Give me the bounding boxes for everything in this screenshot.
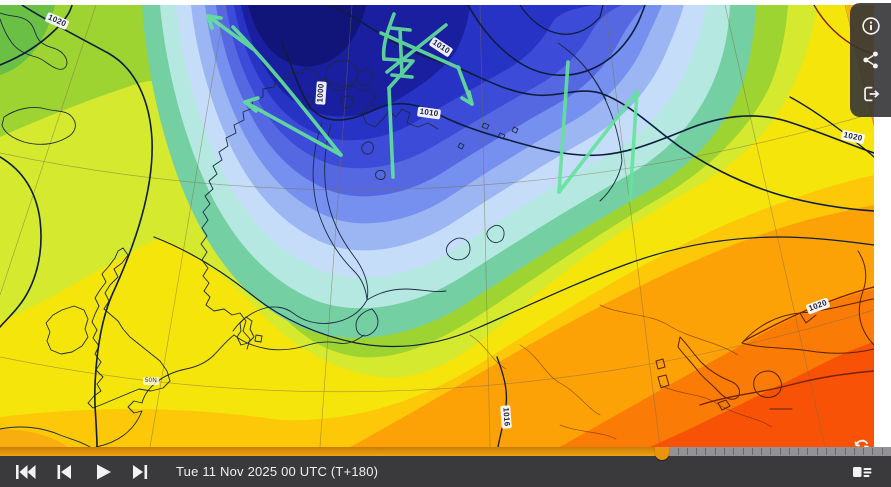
timeline-tick [826, 448, 828, 455]
timeline-tick [835, 448, 837, 455]
info-icon [861, 17, 880, 35]
timeline-tick [742, 448, 744, 455]
timeline-progress-fill [0, 447, 662, 456]
logout-icon [863, 86, 879, 102]
skip-to-start-button[interactable] [10, 459, 40, 485]
step-forward-button[interactable] [124, 459, 154, 485]
map-canvas[interactable]: 1020 1010 1010 1000 1020 1020 1016 50N [0, 5, 874, 447]
timeline-tick [844, 448, 846, 455]
timeline-tick [807, 448, 809, 455]
timeline-tick [696, 448, 698, 455]
step-forward-icon [133, 464, 148, 479]
timeline-slider[interactable] [0, 447, 891, 460]
share-icon [862, 51, 878, 69]
timeline-tick [863, 448, 865, 455]
share-button[interactable] [856, 45, 886, 75]
info-button[interactable] [856, 11, 886, 41]
timeline-tick [872, 448, 874, 455]
legend-button[interactable] [847, 459, 877, 485]
step-back-icon [57, 464, 71, 479]
step-back-button[interactable] [48, 459, 78, 485]
timeline-tick [705, 448, 707, 455]
timeline-tick [677, 448, 679, 455]
timeline-tick [686, 448, 688, 455]
timeline-tick [779, 448, 781, 455]
legend-icon [853, 466, 872, 477]
weather-map [0, 5, 874, 447]
timeline-tick [798, 448, 800, 455]
timeline-tick [816, 448, 818, 455]
logout-button[interactable] [856, 79, 886, 109]
timeline-tick [770, 448, 772, 455]
timeline-tick [881, 448, 883, 455]
timeline-tick [788, 448, 790, 455]
skip-to-start-icon [16, 464, 36, 479]
timeline-tick [714, 448, 716, 455]
play-button[interactable] [86, 459, 116, 485]
timeline-tick [853, 448, 855, 455]
mediterranean-coastlines [469, 250, 874, 440]
timeline-tick [733, 448, 735, 455]
timeline-tick [723, 448, 725, 455]
playback-bar: Tue 11 Nov 2025 00 UTC (T+180) [0, 439, 891, 487]
frame-timestamp: Tue 11 Nov 2025 00 UTC (T+180) [176, 464, 379, 479]
timeline-thumb[interactable] [655, 447, 669, 460]
wind-annotations [206, 12, 639, 202]
isobar-lines [0, 5, 874, 447]
right-controls [837, 433, 877, 487]
timeline-tick [761, 448, 763, 455]
play-icon [97, 464, 111, 479]
timeline-tick [751, 448, 753, 455]
temperature-bands [0, 5, 874, 447]
side-toolbar [850, 3, 891, 117]
